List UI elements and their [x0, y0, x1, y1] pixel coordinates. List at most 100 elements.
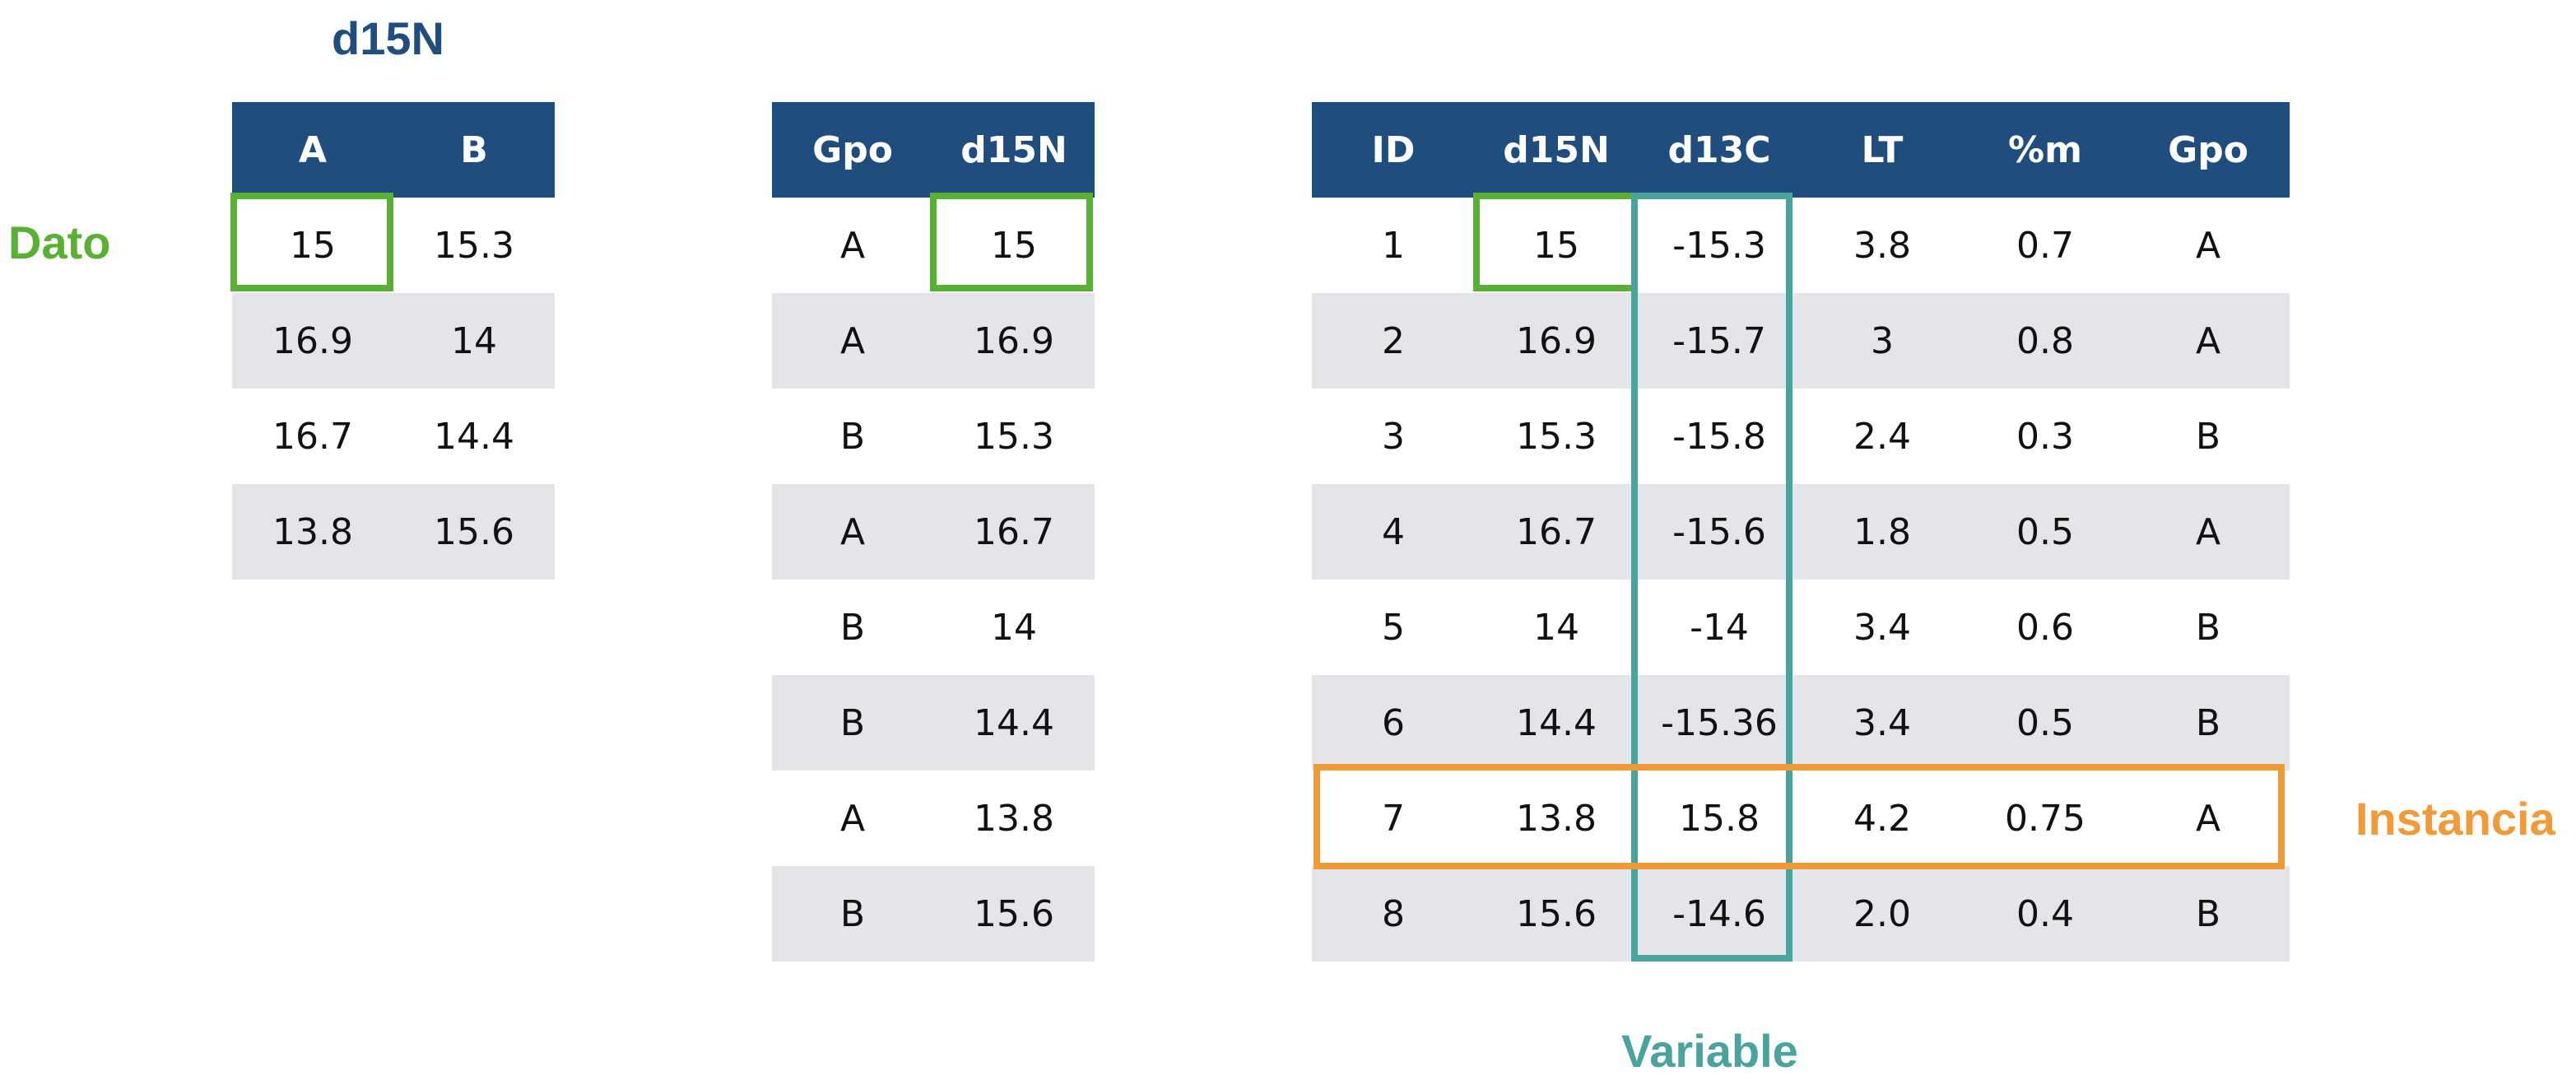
table-cell: 3.8: [1801, 198, 1964, 293]
table-cell: 2: [1312, 293, 1475, 389]
table-cell: A: [772, 198, 933, 293]
table-cell: -15.7: [1638, 293, 1801, 389]
table-cell: 15.3: [393, 198, 555, 293]
table-cell: 2.0: [1801, 866, 1964, 962]
table-cell: 16.7: [1475, 484, 1638, 580]
table-cell: 15.8: [1638, 771, 1801, 866]
long-format-table: Gpo d15N A 15 A 16.9 B 15.3 A 16.7 B 14 …: [772, 102, 1095, 962]
table-cell: 15.6: [933, 866, 1095, 962]
column-header: B: [393, 102, 555, 198]
table-row: 3 15.3 -15.8 2.4 0.3 B: [1312, 389, 2290, 484]
column-header: d15N: [933, 102, 1095, 198]
table-cell: B: [2127, 389, 2290, 484]
instancia-label: Instancia: [2355, 793, 2555, 845]
variable-label: Variable: [1621, 1025, 1798, 1077]
table-cell: 15: [232, 198, 393, 293]
table-cell: 2.4: [1801, 389, 1964, 484]
table-header-row: Gpo d15N: [772, 102, 1095, 198]
table-row: 16.7 14.4: [232, 389, 555, 484]
table-row: 8 15.6 -14.6 2.0 0.4 B: [1312, 866, 2290, 962]
table-cell: 14: [933, 580, 1095, 675]
table-cell: A: [772, 771, 933, 866]
table-row: 4 16.7 -15.6 1.8 0.5 A: [1312, 484, 2290, 580]
table-row: 13.8 15.6: [232, 484, 555, 580]
table-cell: 6: [1312, 675, 1475, 771]
table-row: A 13.8: [772, 771, 1095, 866]
column-header: A: [232, 102, 393, 198]
table-row: B 15.3: [772, 389, 1095, 484]
column-header: LT: [1801, 102, 1964, 198]
table-cell: 3: [1801, 293, 1964, 389]
column-header: d13C: [1638, 102, 1801, 198]
dato-label: Dato: [8, 217, 111, 268]
table-cell: 4.2: [1801, 771, 1964, 866]
table-cell: 15: [933, 198, 1095, 293]
table-cell: 0.5: [1964, 484, 2127, 580]
table-cell: 15.6: [1475, 866, 1638, 962]
table-row: 2 16.9 -15.7 3 0.8 A: [1312, 293, 2290, 389]
table-cell: 0.7: [1964, 198, 2127, 293]
table-row: B 14: [772, 580, 1095, 675]
table-cell: -15.3: [1638, 198, 1801, 293]
table-cell: 16.9: [1475, 293, 1638, 389]
full-dataset-table: ID d15N d13C LT %m Gpo 1 15 -15.3 3.8 0.…: [1312, 102, 2290, 962]
table-cell: 1: [1312, 198, 1475, 293]
column-header: ID: [1312, 102, 1475, 198]
column-header: d15N: [1475, 102, 1638, 198]
table-cell: 15.6: [393, 484, 555, 580]
table-cell: 0.6: [1964, 580, 2127, 675]
table-cell: 13.8: [933, 771, 1095, 866]
table-row: 5 14 -14 3.4 0.6 B: [1312, 580, 2290, 675]
table-cell: 0.3: [1964, 389, 2127, 484]
table-row: A 15: [772, 198, 1095, 293]
table-cell: -15.6: [1638, 484, 1801, 580]
table-row: 1 15 -15.3 3.8 0.7 A: [1312, 198, 2290, 293]
table-cell: B: [772, 389, 933, 484]
table-row: 16.9 14: [232, 293, 555, 389]
table-cell: -15.8: [1638, 389, 1801, 484]
table-cell: -15.36: [1638, 675, 1801, 771]
table-row: B 14.4: [772, 675, 1095, 771]
table-cell: 0.75: [1964, 771, 2127, 866]
table-row: A 16.7: [772, 484, 1095, 580]
table-cell: 3.4: [1801, 580, 1964, 675]
table-row: B 15.6: [772, 866, 1095, 962]
table-cell: 8: [1312, 866, 1475, 962]
table-cell: 16.9: [933, 293, 1095, 389]
table-cell: 7: [1312, 771, 1475, 866]
table-cell: 3: [1312, 389, 1475, 484]
table-cell: 16.7: [933, 484, 1095, 580]
table-cell: 14: [393, 293, 555, 389]
table-cell: A: [772, 484, 933, 580]
table-cell: A: [2127, 293, 2290, 389]
table-cell: B: [772, 675, 933, 771]
table-cell: 14: [1475, 580, 1638, 675]
table-cell: A: [2127, 484, 2290, 580]
table-cell: B: [772, 580, 933, 675]
table-cell: B: [2127, 580, 2290, 675]
table-cell: A: [2127, 198, 2290, 293]
table-cell: 0.4: [1964, 866, 2127, 962]
table-cell: 15.3: [1475, 389, 1638, 484]
table-cell: 13.8: [1475, 771, 1638, 866]
column-header: Gpo: [2127, 102, 2290, 198]
table-cell: 15.3: [933, 389, 1095, 484]
table-row: 7 13.8 15.8 4.2 0.75 A: [1312, 771, 2290, 866]
table-cell: 14.4: [393, 389, 555, 484]
wide-format-table: A B 15 15.3 16.9 14 16.7 14.4 13.8 15.6: [232, 102, 555, 580]
table-cell: 4: [1312, 484, 1475, 580]
table-row: 6 14.4 -15.36 3.4 0.5 B: [1312, 675, 2290, 771]
table-cell: B: [772, 866, 933, 962]
table-cell: -14.6: [1638, 866, 1801, 962]
wide-table-title: d15N: [332, 12, 444, 64]
table-cell: 1.8: [1801, 484, 1964, 580]
table-cell: 16.7: [232, 389, 393, 484]
table-cell: B: [2127, 675, 2290, 771]
column-header: %m: [1964, 102, 2127, 198]
table-header-row: A B: [232, 102, 555, 198]
table-cell: B: [2127, 866, 2290, 962]
table-cell: 14.4: [1475, 675, 1638, 771]
table-cell: -14: [1638, 580, 1801, 675]
column-header: Gpo: [772, 102, 933, 198]
table-row: A 16.9: [772, 293, 1095, 389]
